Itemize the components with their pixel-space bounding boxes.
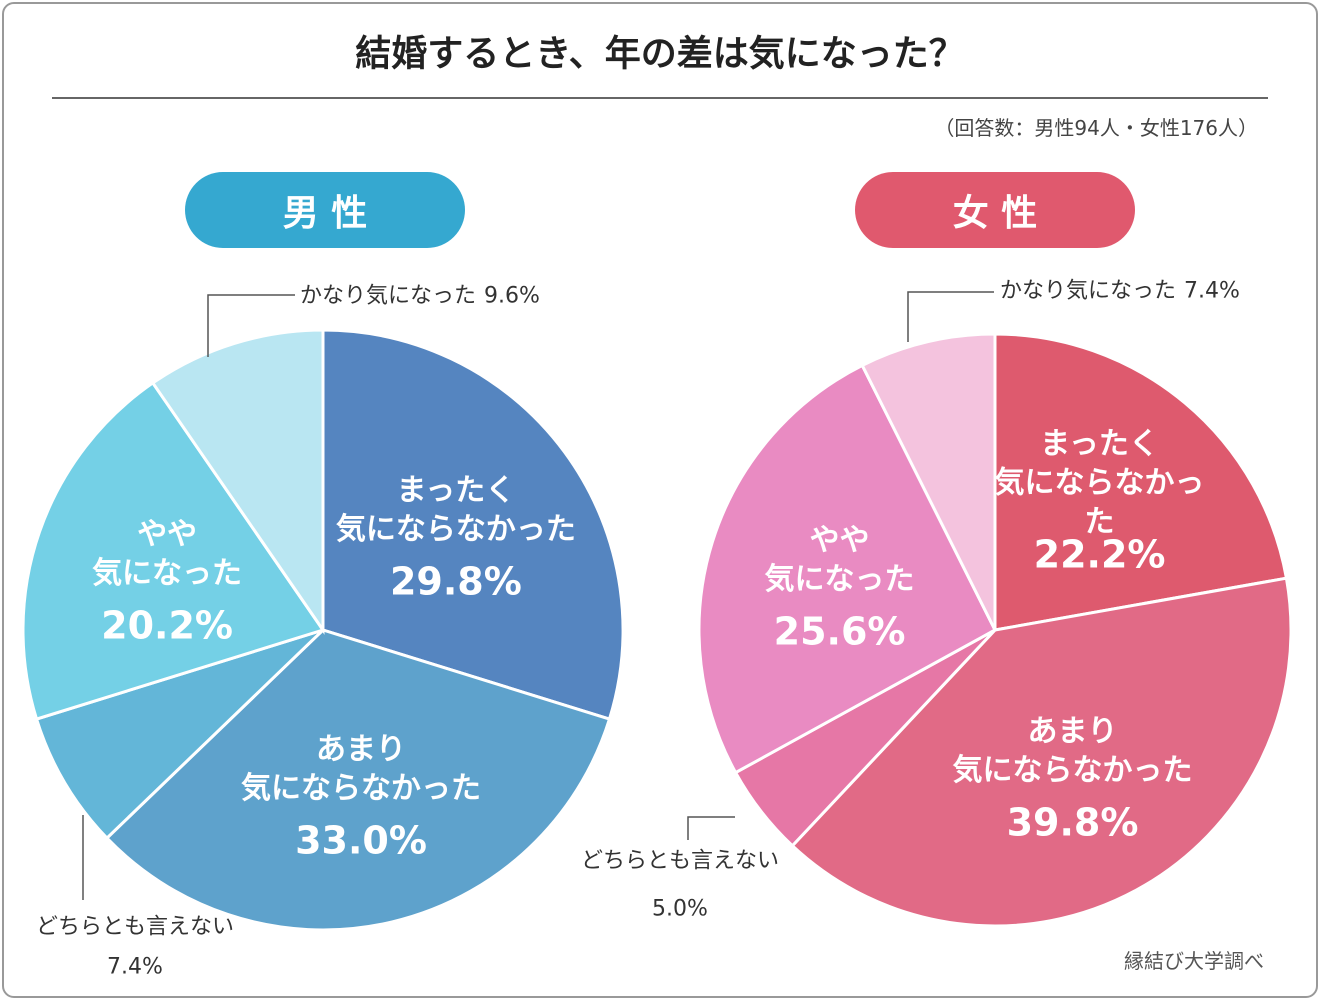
pie-slice [104,628,612,932]
slice-label: あまり 気にならなかった [241,731,481,806]
slice-label: どちらとも言えない [580,848,780,874]
subtitle: （回答数：男性94人・女性176人） [934,116,1258,140]
pie-slice [150,328,325,635]
slice-label: まったく 気にならなかった [335,473,576,548]
slice-value: 29.8% [389,559,522,604]
pie-slice [321,328,625,721]
slice-label: どちらとも言えない [35,914,235,940]
slice-value: 7.4% [1184,278,1240,304]
slice-value: 25.6% [773,608,906,653]
chart-header: 男 性 [185,172,465,248]
slice-label: かなり気になった 7.4% [1000,278,1240,304]
slice-value: 20.2% [101,603,233,648]
slice-value: 5.0% [652,896,708,922]
slice-value: 7.4% [107,954,163,980]
pie-slice [21,380,326,721]
pie-slice [860,332,997,631]
slice-label: やや 気になった [764,522,915,597]
slice-label: かなり気になった 9.6% [300,283,540,309]
slice-value: 22.2% [1033,532,1166,577]
pie-slice [697,363,997,775]
source: 縁結び大学調べ [1124,949,1264,973]
slice-label: まったく 気にならなかった [994,426,1205,540]
leader-line [907,291,994,342]
pie-slice [34,628,325,841]
leader-line [687,816,735,840]
pie-slice [790,576,1293,928]
title-rule [52,97,1268,99]
slice-value: 39.8% [1006,800,1139,845]
slice-value: 33.0% [295,817,427,862]
slice-label: やや 気になった [92,517,243,592]
slice-label: あまり 気にならなかった [952,714,1193,789]
chart-header: 女 性 [855,172,1135,248]
leader-line [207,294,295,357]
title: 結婚するとき、年の差は気になった？ [355,33,965,75]
slice-value: 9.6% [484,283,540,309]
pie-slice [993,332,1289,632]
